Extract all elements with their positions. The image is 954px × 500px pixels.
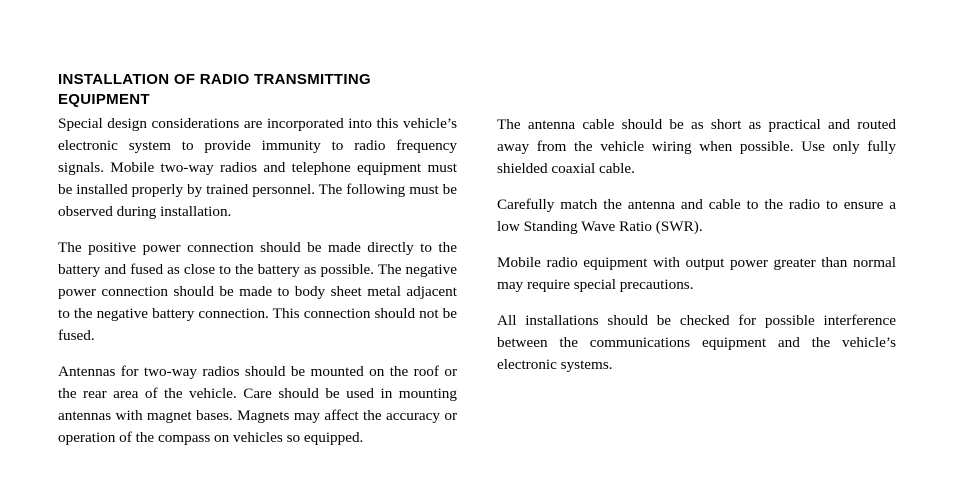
paragraph: Carefully match the antenna and cable to… [497,194,896,238]
section-heading: INSTALLATION OF RADIO TRANSMITTING EQUIP… [58,70,457,111]
paragraph: Mobile radio equipment with output power… [497,252,896,296]
paragraph: The antenna cable should be as short as … [497,114,896,180]
document-page: INSTALLATION OF RADIO TRANSMITTING EQUIP… [0,0,954,500]
paragraph: The positive power connection should be … [58,237,457,347]
paragraph: Antennas for two-way radios should be mo… [58,361,457,449]
paragraph: All installations should be checked for … [497,310,896,376]
paragraph: Special design considerations are incorp… [58,113,457,223]
right-column: The antenna cable should be as short as … [497,70,896,460]
left-column: INSTALLATION OF RADIO TRANSMITTING EQUIP… [58,70,457,460]
